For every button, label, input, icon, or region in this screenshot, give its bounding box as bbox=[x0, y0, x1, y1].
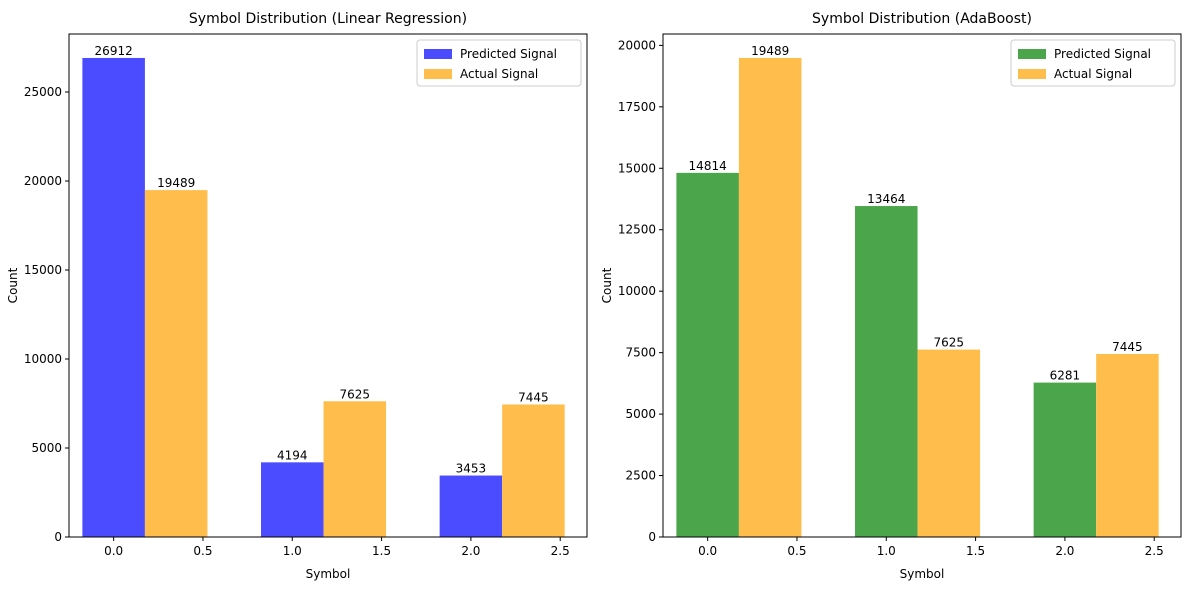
legend-swatch-predicted bbox=[1018, 49, 1046, 59]
x-tick-label: 2.0 bbox=[461, 544, 480, 558]
plot-frame bbox=[662, 33, 1182, 538]
y-axis-label: Count bbox=[6, 267, 20, 303]
bar-predicted bbox=[439, 475, 503, 537]
legend-box bbox=[1010, 39, 1176, 87]
x-axis-label: Symbol bbox=[306, 567, 351, 581]
bar-predicted bbox=[261, 462, 324, 537]
bar-actual bbox=[917, 349, 981, 537]
y-tick-label: 0 bbox=[648, 530, 656, 544]
ticks: 0.0 0.5 1.0 1.5 2.0 2.5 0 5000 10000 15000 20000 25… bbox=[24, 85, 570, 558]
bar-actual bbox=[144, 190, 208, 537]
y-tick-label: 25000 bbox=[24, 85, 62, 99]
x-tick-label: 0.0 bbox=[698, 544, 717, 558]
bar-value-label: 6281 bbox=[1050, 369, 1081, 383]
y-tick-label: 0 bbox=[54, 530, 62, 544]
y-tick-label: 7500 bbox=[625, 346, 656, 360]
bars bbox=[82, 57, 565, 537]
bar-labels: 14814 13464 6281 19489 7625 7445 bbox=[689, 44, 1143, 383]
legend-label-predicted: Predicted Signal bbox=[1054, 47, 1151, 61]
x-tick-label: 1.0 bbox=[283, 544, 302, 558]
y-tick-label: 15000 bbox=[24, 263, 62, 277]
bar-actual bbox=[502, 404, 565, 537]
chart-adaboost: Symbol Distribution (AdaBoost) Symbol Co… bbox=[600, 11, 1182, 581]
y-tick-label: 10000 bbox=[618, 284, 656, 298]
bars bbox=[676, 57, 1159, 538]
bar-predicted bbox=[82, 57, 145, 537]
x-tick-label: 0.5 bbox=[787, 544, 806, 558]
y-tick-label: 15000 bbox=[618, 161, 656, 175]
bar-value-label: 14814 bbox=[689, 159, 727, 173]
legend: Predicted Signal Actual Signal bbox=[1010, 39, 1176, 87]
y-tick-label: 12500 bbox=[618, 223, 656, 237]
x-tick-label: 2.0 bbox=[1055, 544, 1074, 558]
bar-value-label: 19489 bbox=[751, 44, 789, 58]
chart-title: Symbol Distribution (Linear Regression) bbox=[189, 11, 467, 27]
legend-swatch-actual bbox=[1018, 69, 1046, 79]
bar-value-label: 26912 bbox=[95, 44, 133, 58]
bar-value-label: 7625 bbox=[340, 387, 371, 401]
bar-value-label: 7445 bbox=[518, 390, 549, 404]
chart-title: Symbol Distribution (AdaBoost) bbox=[812, 11, 1032, 27]
bar-value-label: 13464 bbox=[867, 192, 905, 206]
x-tick-label: 2.5 bbox=[551, 544, 570, 558]
y-tick-label: 5000 bbox=[31, 441, 62, 455]
legend-label-predicted: Predicted Signal bbox=[460, 47, 557, 61]
x-tick-label: 1.0 bbox=[877, 544, 896, 558]
chart-linear-regression: Symbol Distribution (Linear Regression) … bbox=[6, 11, 588, 581]
y-tick-label: 20000 bbox=[24, 174, 62, 188]
bar-predicted bbox=[1033, 382, 1097, 537]
x-tick-label: 2.5 bbox=[1145, 544, 1164, 558]
bar-value-label: 3453 bbox=[456, 462, 487, 476]
y-tick-label: 20000 bbox=[618, 38, 656, 52]
legend-label-actual: Actual Signal bbox=[460, 67, 538, 81]
bar-value-label: 7625 bbox=[934, 336, 965, 350]
bar-value-label: 4194 bbox=[277, 448, 308, 462]
x-axis-label: Symbol bbox=[900, 567, 945, 581]
bar-value-label: 19489 bbox=[157, 176, 195, 190]
y-tick-label: 17500 bbox=[618, 100, 656, 114]
bar-actual bbox=[738, 57, 802, 538]
legend-box bbox=[416, 39, 582, 87]
legend-label-actual: Actual Signal bbox=[1054, 67, 1132, 81]
bar-predicted bbox=[676, 172, 739, 537]
bar-predicted bbox=[855, 206, 918, 538]
y-tick-label: 2500 bbox=[625, 469, 656, 483]
bar-actual bbox=[1096, 353, 1159, 537]
x-tick-label: 0.0 bbox=[104, 544, 123, 558]
bar-value-label: 7445 bbox=[1112, 340, 1143, 354]
y-axis-label: Count bbox=[600, 267, 614, 303]
legend-swatch-actual bbox=[424, 69, 452, 79]
x-tick-label: 1.5 bbox=[372, 544, 391, 558]
ticks: 0.0 0.5 1.0 1.5 2.0 2.5 0 2500 5000 7500 10000 1250… bbox=[618, 38, 1164, 558]
legend: Predicted Signal Actual Signal bbox=[416, 39, 582, 87]
y-tick-label: 10000 bbox=[24, 352, 62, 366]
bar-labels: 26912 4194 3453 19489 7625 7445 bbox=[95, 44, 549, 476]
x-tick-label: 0.5 bbox=[193, 544, 212, 558]
x-tick-label: 1.5 bbox=[966, 544, 985, 558]
y-tick-label: 5000 bbox=[625, 407, 656, 421]
bar-actual bbox=[323, 401, 387, 537]
legend-swatch-predicted bbox=[424, 49, 452, 59]
plot-frame bbox=[68, 33, 588, 538]
